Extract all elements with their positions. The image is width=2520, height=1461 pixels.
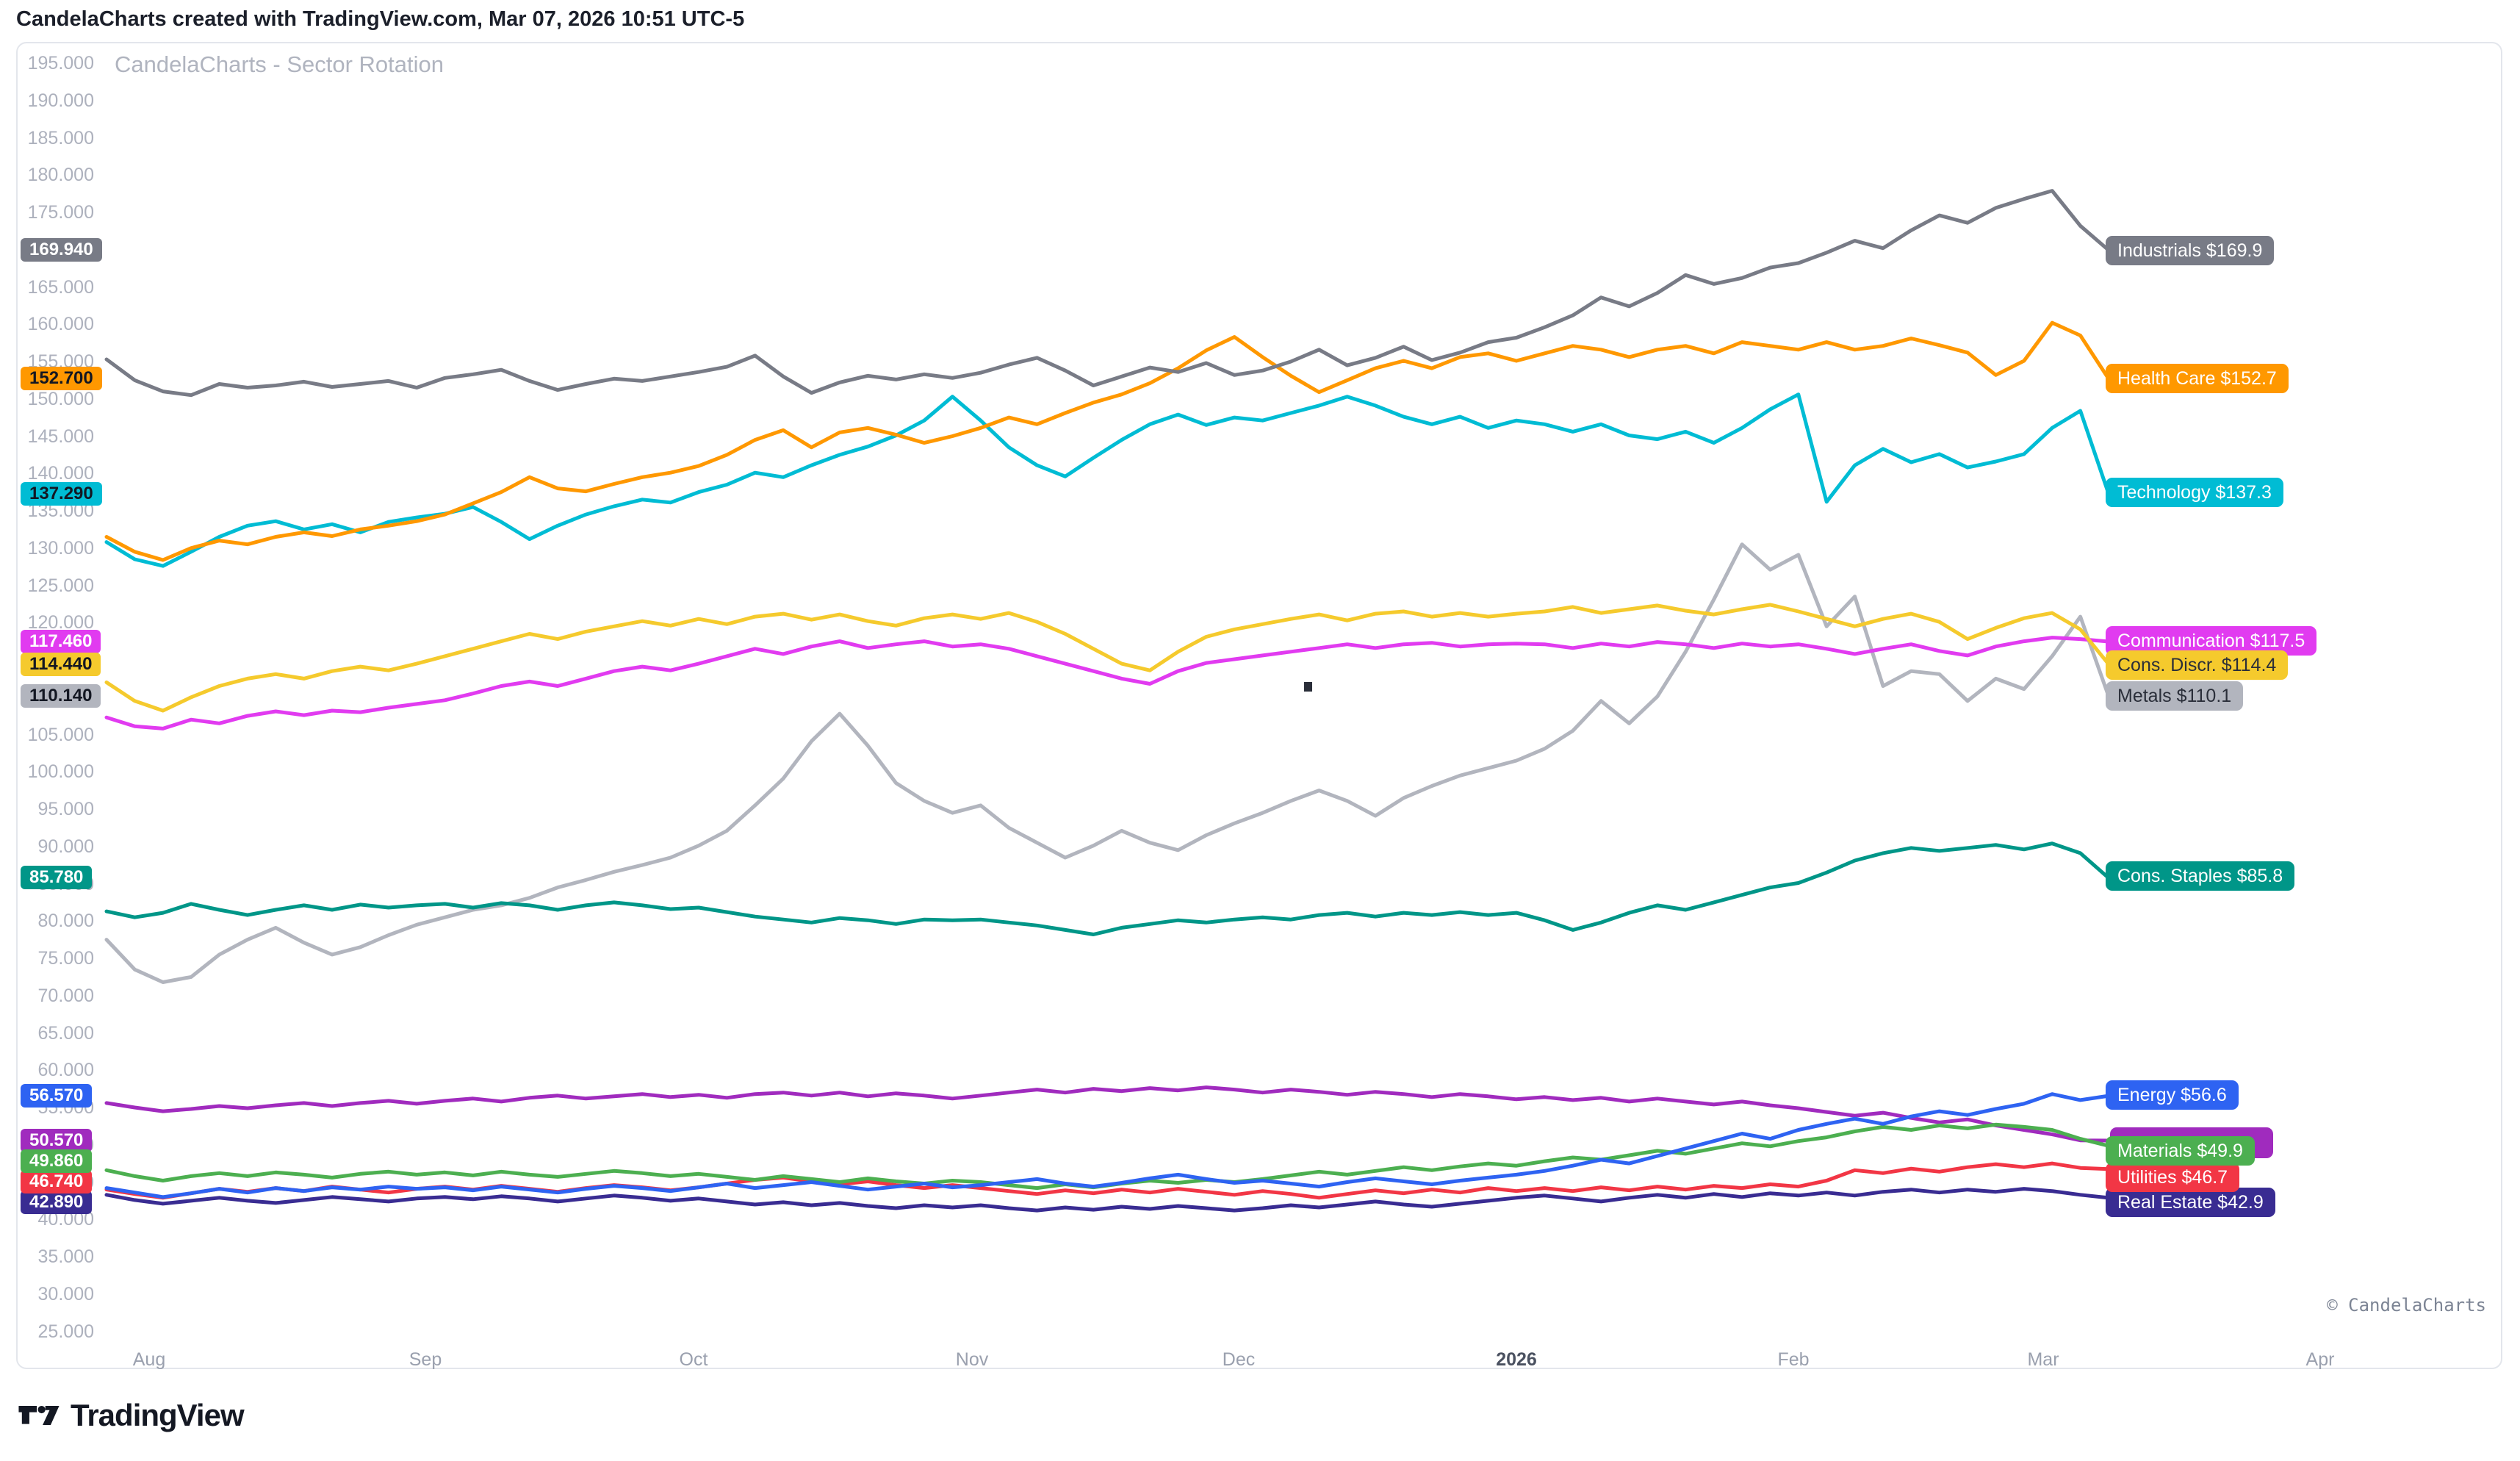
series-label-real-estate: Real Estate $42.9 [2106, 1188, 2275, 1217]
price-tag-industrials: 169.940 [21, 238, 102, 262]
y-tick-label: 75.000 [37, 948, 94, 969]
tradingview-logo-icon [18, 1405, 60, 1426]
copyright-note: © CandelaCharts [2327, 1295, 2486, 1315]
y-tick-label: 140.000 [27, 463, 94, 484]
x-tick-label-feb: Feb [1777, 1349, 1810, 1370]
y-tick-label: 190.000 [27, 90, 94, 111]
y-tick-label: 100.000 [27, 761, 94, 783]
snapshot-header: CandelaCharts created with TradingView.c… [16, 7, 744, 37]
series-label-industrials: Industrials $169.9 [2106, 236, 2275, 265]
x-tick-label-apr: Apr [2305, 1349, 2335, 1370]
y-tick-label: 175.000 [27, 202, 94, 223]
price-tag-health-care: 152.700 [21, 367, 102, 390]
series-label-cons-staples: Cons. Staples $85.8 [2106, 861, 2295, 891]
x-tick-label-mar: Mar [2027, 1349, 2059, 1370]
price-tag-communication: 117.460 [21, 630, 101, 653]
tradingview-branding[interactable]: TradingView [18, 1398, 245, 1433]
price-tag-materials: 49.860 [21, 1149, 93, 1173]
snapshot-header-title: CandelaCharts created with TradingView.c… [16, 7, 745, 31]
x-tick-label-aug: Aug [132, 1349, 166, 1370]
y-tick-label: 90.000 [37, 836, 94, 857]
series-label-health-care: Health Care $152.7 [2106, 364, 2289, 393]
price-tag-cons-staples: 85.780 [21, 866, 93, 889]
chart-watermark-title: CandelaCharts - Sector Rotation [115, 51, 444, 77]
x-tick-label-2026: 2026 [1496, 1349, 1537, 1370]
y-tick-label: 165.000 [27, 276, 94, 298]
y-tick-label: 195.000 [27, 53, 94, 73]
y-tick-label: 120.000 [27, 612, 94, 633]
x-tick-label-dec: Dec [1222, 1349, 1256, 1370]
y-tick-label: 35.000 [37, 1246, 94, 1267]
price-tag-technology: 137.290 [21, 482, 102, 506]
y-tick-label: 150.000 [27, 388, 94, 409]
y-tick-label: 145.000 [27, 426, 94, 447]
y-tick-label: 125.000 [27, 575, 94, 596]
series-label-energy: Energy $56.6 [2106, 1080, 2239, 1110]
series-label-materials: Materials $49.9 [2106, 1136, 2255, 1166]
y-tick-label: 185.000 [27, 127, 94, 148]
cursor-artifact-dot [1304, 682, 1312, 692]
price-tag-metals: 110.140 [21, 684, 101, 708]
price-tag-energy: 56.570 [21, 1084, 93, 1108]
series-label-metals: Metals $110.1 [2106, 681, 2244, 711]
price-tag-real-estate: 42.890 [21, 1191, 93, 1214]
y-tick-label: 130.000 [27, 537, 94, 559]
price-tag-cons-discr: 114.440 [21, 653, 101, 676]
series-label-technology: Technology $137.3 [2106, 478, 2283, 507]
y-tick-label: 25.000 [37, 1321, 94, 1342]
tradingview-logo-text: TradingView [71, 1398, 245, 1432]
price-tag-utilities: 46.740 [21, 1170, 93, 1193]
x-tick-label-nov: Nov [955, 1349, 989, 1370]
x-tick-label-oct: Oct [679, 1349, 708, 1370]
y-tick-label: 30.000 [37, 1283, 94, 1304]
y-tick-label: 95.000 [37, 799, 94, 819]
y-tick-label: 105.000 [27, 724, 94, 745]
series-label-cons-discr: Cons. Discr. $114.4 [2106, 650, 2289, 680]
y-tick-label: 60.000 [37, 1060, 94, 1081]
y-tick-label: 180.000 [27, 165, 94, 186]
y-tick-label: 65.000 [37, 1022, 94, 1044]
price-tag-financials-purple: 50.570 [21, 1129, 93, 1152]
y-tick-label: 160.000 [27, 314, 94, 335]
series-label-utilities: Utilities $46.7 [2106, 1163, 2240, 1192]
y-tick-label: 80.000 [37, 911, 94, 932]
x-tick-label-sep: Sep [408, 1349, 442, 1370]
y-tick-label: 70.000 [37, 985, 94, 1006]
